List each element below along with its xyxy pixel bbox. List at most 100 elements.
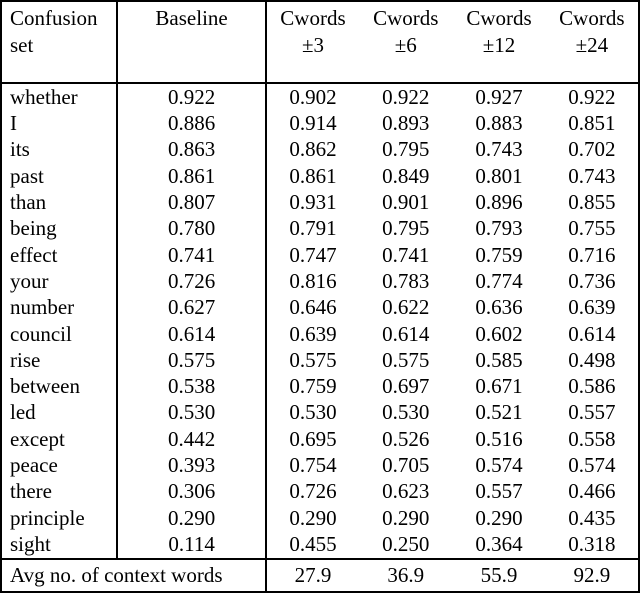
- baseline-value: 0.780: [116, 215, 266, 242]
- baseline-value: 0.741: [116, 241, 266, 269]
- cwords-24-value: 0.716: [568, 242, 616, 267]
- baseline-value: 0.807: [116, 189, 266, 216]
- header-cwords-offset: ±6: [394, 33, 417, 57]
- cwords-6-value: 0.622: [382, 295, 430, 320]
- cwords-6-value: 0.741: [382, 242, 430, 267]
- baseline-value: 0.442: [116, 426, 266, 453]
- cwords-3-value: 0.530: [264, 399, 360, 427]
- row-label: whether: [10, 84, 78, 109]
- table-row: past 0.861 0.861 0.849 0.801 0.743: [1, 163, 639, 190]
- baseline-value: 0.627: [116, 294, 266, 321]
- cwords-6-value: 0.250: [382, 532, 430, 557]
- cwords-6-value: 0.705: [382, 453, 430, 478]
- row-label: rise: [10, 347, 41, 372]
- cwords-24-value: 0.435: [568, 505, 616, 530]
- cwords-3-value: 0.726: [264, 478, 360, 506]
- cwords-24-value: 0.614: [568, 321, 616, 346]
- table-row: I 0.886 0.914 0.893 0.883 0.851: [1, 110, 639, 137]
- table-row: sight 0.114 0.455 0.250 0.364 0.318: [1, 531, 639, 559]
- row-label: being: [10, 216, 57, 241]
- table-row: its 0.863 0.862 0.795 0.743 0.702: [1, 136, 639, 163]
- table-footer: Avg no. of context words 27.9 36.9 55.9 …: [1, 558, 639, 592]
- table-row: effect 0.741 0.747 0.741 0.759 0.716: [1, 241, 639, 269]
- cwords-3-value: 0.862: [264, 136, 360, 163]
- baseline-value: 0.306: [116, 478, 266, 506]
- baseline-value: 0.114: [116, 531, 266, 559]
- cwords-12-value: 0.636: [475, 295, 523, 320]
- cwords-3-value: 0.914: [264, 110, 360, 137]
- table-row: peace 0.393 0.754 0.705 0.574 0.574: [1, 452, 639, 479]
- footer-avg-value: 55.9: [452, 558, 546, 592]
- header-confusion-set: Confusion set: [1, 1, 118, 84]
- header-confusion-line2: set: [10, 33, 34, 57]
- table-row: number 0.627 0.646 0.622 0.636 0.639: [1, 294, 639, 321]
- row-label: past: [10, 163, 44, 188]
- cwords-24-value: 0.586: [568, 374, 616, 399]
- row-label: there: [10, 479, 52, 504]
- baseline-value: 0.530: [116, 399, 266, 427]
- footer-avg-value: 92.9: [545, 558, 639, 592]
- header-cwords-label: Cwords: [559, 6, 625, 30]
- header-baseline: Baseline: [116, 1, 266, 84]
- row-label: peace: [10, 453, 58, 478]
- cwords-12-value: 0.290: [475, 505, 523, 530]
- cwords-6-value: 0.783: [382, 268, 430, 293]
- header-cwords-offset: ±24: [575, 33, 609, 57]
- footer-avg-value: 36.9: [359, 558, 453, 592]
- header-cwords-3: Cwords ±3: [264, 1, 360, 84]
- header-cwords-label: Cwords: [466, 6, 532, 30]
- row-label: than: [10, 189, 47, 214]
- baseline-value: 0.922: [116, 83, 266, 111]
- cwords-6-value: 0.526: [382, 426, 430, 451]
- cwords-3-value: 0.931: [264, 189, 360, 216]
- cwords-24-value: 0.558: [568, 426, 616, 451]
- row-label: led: [10, 400, 36, 425]
- cwords-3-value: 0.759: [264, 373, 360, 400]
- cwords-12-value: 0.557: [475, 479, 523, 504]
- cwords-3-value: 0.646: [264, 294, 360, 321]
- baseline-value: 0.861: [116, 163, 266, 190]
- cwords-3-value: 0.902: [264, 83, 360, 111]
- baseline-value: 0.726: [116, 268, 266, 295]
- table-header: Confusion set Baseline Cwords ±3 Cwords …: [1, 1, 639, 84]
- cwords-6-value: 0.614: [382, 321, 430, 346]
- cwords-24-value: 0.851: [568, 111, 616, 136]
- cwords-24-value: 0.702: [568, 137, 616, 162]
- table-row: council 0.614 0.639 0.614 0.602 0.614: [1, 320, 639, 348]
- cwords-12-value: 0.793: [475, 216, 523, 241]
- cwords-6-value: 0.290: [382, 505, 430, 530]
- header-cwords-label: Cwords: [280, 6, 346, 30]
- table-row: except 0.442 0.695 0.526 0.516 0.558: [1, 426, 639, 453]
- row-label: its: [10, 137, 30, 162]
- header-cwords-24: Cwords ±24: [545, 1, 639, 84]
- table-row: between 0.538 0.759 0.697 0.671 0.586: [1, 373, 639, 400]
- baseline-value: 0.863: [116, 136, 266, 163]
- table-row: than 0.807 0.931 0.901 0.896 0.855: [1, 189, 639, 216]
- cwords-6-value: 0.849: [382, 163, 430, 188]
- footer-label: Avg no. of context words: [1, 558, 266, 592]
- cwords-24-value: 0.639: [568, 295, 616, 320]
- table-body: whether 0.922 0.902 0.922 0.927 0.922 I 0.886 0.…: [1, 83, 639, 559]
- cwords-24-value: 0.318: [568, 532, 616, 557]
- cwords-12-value: 0.896: [475, 189, 523, 214]
- cwords-24-value: 0.855: [568, 189, 616, 214]
- table-row: there 0.306 0.726 0.623 0.557 0.466: [1, 478, 639, 506]
- header-confusion-line1: Confusion: [10, 6, 98, 30]
- header-cwords-offset: ±3: [301, 33, 324, 57]
- cwords-12-value: 0.364: [475, 532, 523, 557]
- row-label: I: [10, 111, 17, 136]
- cwords-12-value: 0.671: [475, 374, 523, 399]
- cwords-6-value: 0.697: [382, 374, 430, 399]
- baseline-value: 0.886: [116, 110, 266, 137]
- cwords-6-value: 0.795: [382, 137, 430, 162]
- row-label: principle: [10, 505, 85, 530]
- cwords-6-value: 0.893: [382, 111, 430, 136]
- baseline-value: 0.393: [116, 452, 266, 479]
- row-label: number: [10, 295, 75, 320]
- cwords-12-value: 0.883: [475, 111, 523, 136]
- cwords-6-value: 0.530: [382, 400, 430, 425]
- cwords-6-value: 0.575: [382, 347, 430, 372]
- cwords-24-value: 0.743: [568, 163, 616, 188]
- cwords-24-value: 0.922: [568, 84, 616, 109]
- cwords-3-value: 0.455: [264, 531, 360, 559]
